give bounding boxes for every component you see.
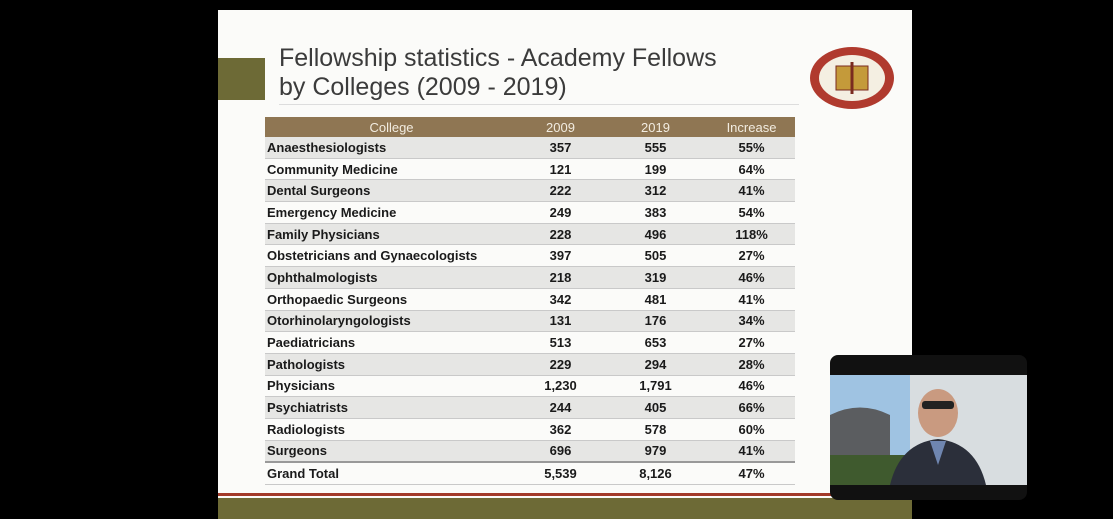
title-line: by Colleges (2009 - 2019) — [279, 73, 717, 102]
value-cell: 5,539 — [518, 462, 603, 484]
webcam-video — [830, 355, 1027, 500]
value-cell: 1,230 — [518, 375, 603, 397]
college-cell: Radiologists — [265, 418, 518, 440]
value-cell: 505 — [603, 245, 708, 267]
footer-line — [218, 493, 912, 496]
value-cell: 222 — [518, 180, 603, 202]
title-rule — [279, 104, 799, 105]
value-cell: 41% — [708, 288, 795, 310]
accent-bar — [218, 58, 265, 100]
value-cell: 244 — [518, 397, 603, 419]
college-cell: Ophthalmologists — [265, 267, 518, 289]
value-cell: 46% — [708, 267, 795, 289]
slide-title: Fellowship statistics - Academy Fellows … — [279, 44, 717, 102]
header-cell: 2009 — [518, 117, 603, 137]
college-cell: Dental Surgeons — [265, 180, 518, 202]
header-cell: 2019 — [603, 117, 708, 137]
college-cell: Orthopaedic Surgeons — [265, 288, 518, 310]
college-cell: Surgeons — [265, 440, 518, 462]
value-cell: 34% — [708, 310, 795, 332]
value-cell: 218 — [518, 267, 603, 289]
value-cell: 513 — [518, 332, 603, 354]
footer-bar — [218, 498, 912, 519]
value-cell: 54% — [708, 202, 795, 224]
title-line: Fellowship statistics - Academy Fellows — [279, 44, 717, 73]
value-cell: 653 — [603, 332, 708, 354]
value-cell: 496 — [603, 223, 708, 245]
value-cell: 362 — [518, 418, 603, 440]
header-cell: Increase — [708, 117, 795, 137]
college-cell: Community Medicine — [265, 158, 518, 180]
value-cell: 55% — [708, 137, 795, 158]
value-cell: 397 — [518, 245, 603, 267]
value-cell: 383 — [603, 202, 708, 224]
logo — [806, 44, 898, 114]
slide: Fellowship statistics - Academy Fellows … — [218, 10, 912, 519]
value-cell: 41% — [708, 180, 795, 202]
value-cell: 64% — [708, 158, 795, 180]
value-cell: 481 — [603, 288, 708, 310]
value-cell: 319 — [603, 267, 708, 289]
college-cell: Pathologists — [265, 353, 518, 375]
college-cell: Psychiatrists — [265, 397, 518, 419]
college-cell: Grand Total — [265, 462, 518, 484]
value-cell: 405 — [603, 397, 708, 419]
value-cell: 47% — [708, 462, 795, 484]
value-cell: 66% — [708, 397, 795, 419]
value-cell: 121 — [518, 158, 603, 180]
value-cell: 696 — [518, 440, 603, 462]
value-cell: 46% — [708, 375, 795, 397]
college-cell: Emergency Medicine — [265, 202, 518, 224]
value-cell: 312 — [603, 180, 708, 202]
value-cell: 27% — [708, 332, 795, 354]
value-cell: 118% — [708, 223, 795, 245]
value-cell: 41% — [708, 440, 795, 462]
value-cell: 294 — [603, 353, 708, 375]
value-cell: 176 — [603, 310, 708, 332]
college-cell: Family Physicians — [265, 223, 518, 245]
value-cell: 131 — [518, 310, 603, 332]
value-cell: 28% — [708, 353, 795, 375]
value-cell: 27% — [708, 245, 795, 267]
value-cell: 578 — [603, 418, 708, 440]
value-cell: 249 — [518, 202, 603, 224]
value-cell: 229 — [518, 353, 603, 375]
header-cell: College — [265, 117, 518, 137]
college-cell: Otorhinolaryngologists — [265, 310, 518, 332]
value-cell: 1,791 — [603, 375, 708, 397]
value-cell: 342 — [518, 288, 603, 310]
value-cell: 8,126 — [603, 462, 708, 484]
screen: Fellowship statistics - Academy Fellows … — [0, 0, 1113, 519]
value-cell: 357 — [518, 137, 603, 158]
college-cell: Paediatricians — [265, 332, 518, 354]
college-cell: Obstetricians and Gynaecologists — [265, 245, 518, 267]
college-cell: Anaesthesiologists — [265, 137, 518, 158]
value-cell: 199 — [603, 158, 708, 180]
college-cell: Physicians — [265, 375, 518, 397]
value-cell: 228 — [518, 223, 603, 245]
value-cell: 60% — [708, 418, 795, 440]
value-cell: 979 — [603, 440, 708, 462]
value-cell: 555 — [603, 137, 708, 158]
